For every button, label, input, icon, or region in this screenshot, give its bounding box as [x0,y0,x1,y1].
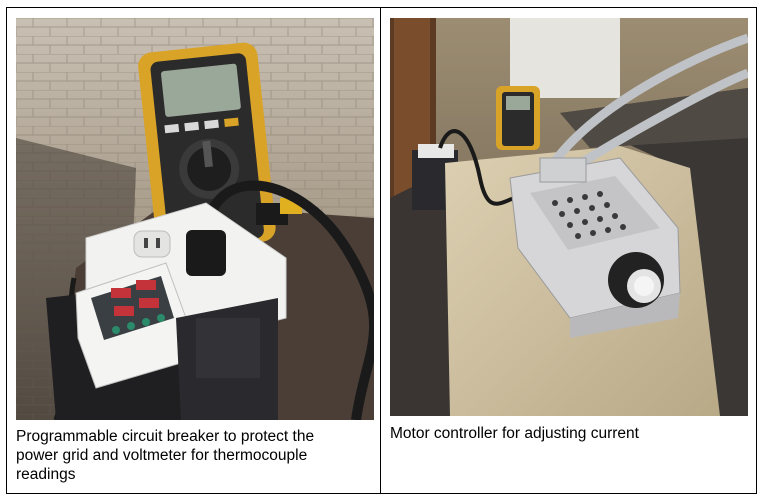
motor-controller-photo [390,18,748,416]
figure-caption-left: Programmable circuit breaker to protect … [16,428,315,483]
figure-cell-left: Programmable circuit breaker to protect … [6,7,381,494]
multimeter-and-breaker-photo [16,18,374,420]
figure-table: Programmable circuit breaker to protect … [6,7,757,494]
figure-caption-right: Motor controller for adjusting current [390,425,639,442]
figure-cell-right: Motor controller for adjusting current [380,7,757,494]
